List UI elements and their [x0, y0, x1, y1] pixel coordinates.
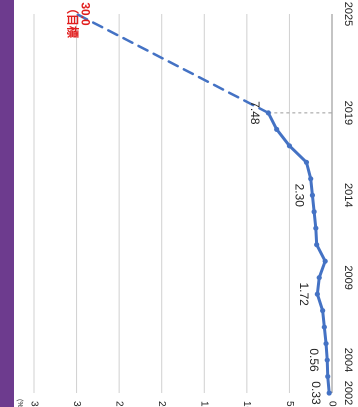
target-annotation: （目標	[65, 2, 80, 38]
value-tick-label: 15	[199, 401, 210, 407]
data-point	[326, 390, 332, 396]
data-point	[303, 159, 310, 165]
data-point	[323, 340, 329, 347]
data-point	[325, 373, 331, 380]
data-point	[274, 126, 280, 132]
data-point	[316, 275, 322, 281]
value-tick-label: 20	[156, 401, 167, 407]
value-tick-label: 0	[326, 401, 337, 407]
data-point	[320, 308, 326, 314]
data-point	[314, 291, 320, 297]
accent-sidebar	[0, 0, 14, 407]
value-tick-label: 35	[28, 401, 39, 407]
year-tick-label: 2025	[342, 2, 354, 26]
data-label: 30.0	[78, 2, 92, 26]
data-point	[314, 242, 320, 248]
data-point	[265, 110, 271, 116]
year-tick-label: 2004	[342, 348, 354, 372]
value-tick-label: 25	[114, 401, 125, 407]
data-point	[324, 357, 330, 363]
data-point	[313, 225, 319, 231]
data-label: 1.72	[297, 282, 311, 306]
year-tick-label: 2014	[342, 183, 354, 207]
value-tick-label: 10	[241, 401, 252, 407]
data-label: 0.33	[309, 381, 323, 405]
projection-line	[75, 12, 270, 115]
data-point	[322, 258, 328, 264]
series-line	[266, 111, 331, 395]
year-tick-label: 2009	[342, 265, 354, 289]
data-point	[311, 209, 317, 215]
data-point	[308, 176, 314, 182]
data-point	[309, 192, 316, 198]
value-tick-label: 5	[284, 401, 295, 407]
unit-label: (%)	[16, 399, 23, 407]
data-point	[321, 324, 327, 330]
data-label: 2.30	[292, 184, 306, 208]
data-label: 0.56	[307, 348, 321, 372]
data-label: 7.48	[248, 101, 262, 125]
data-point	[286, 143, 293, 149]
year-tick-label: 2002	[342, 381, 354, 405]
value-tick-label: 30	[71, 401, 82, 407]
year-tick-label: 2019	[342, 101, 354, 125]
